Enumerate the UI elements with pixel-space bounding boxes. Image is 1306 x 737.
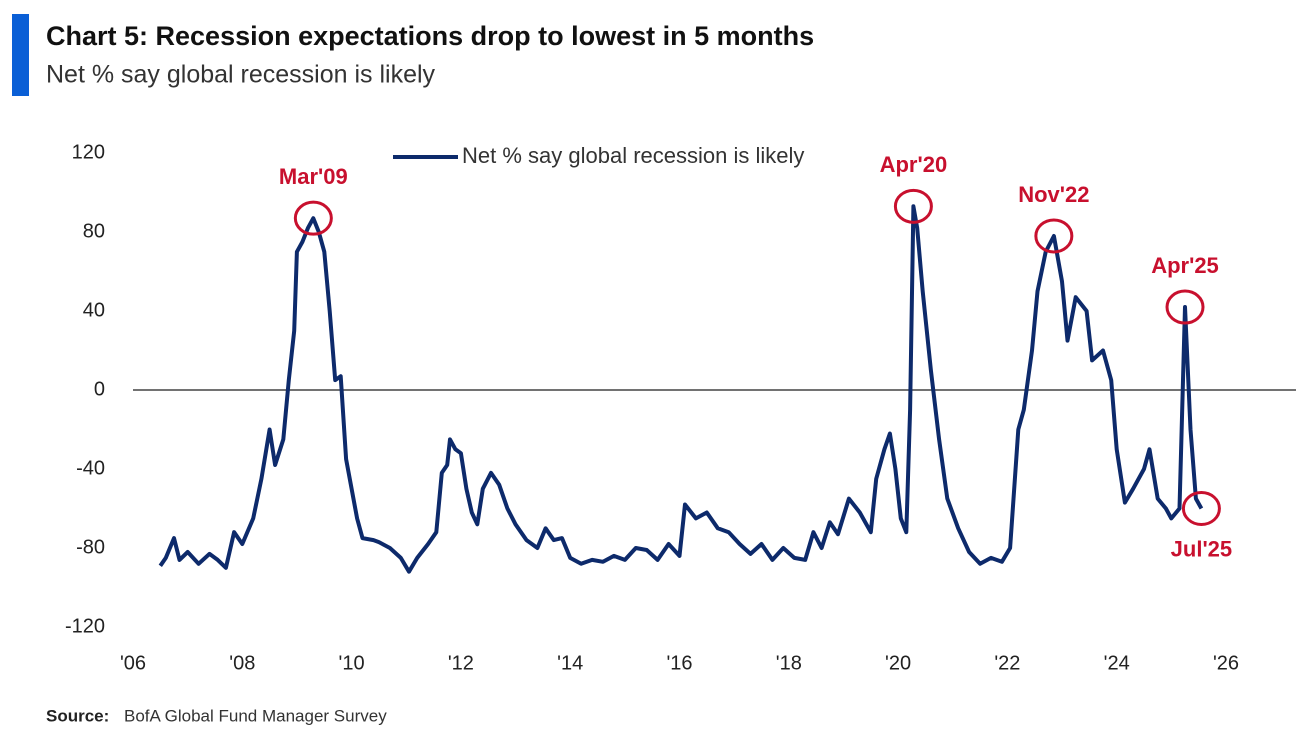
x-tick-label: '16 <box>666 652 692 674</box>
x-tick-label: '10 <box>339 652 365 674</box>
annotation-circle <box>1034 218 1074 254</box>
annotation-circle <box>1181 491 1221 526</box>
x-tick-label: '06 <box>120 652 146 674</box>
x-tick-label: '18 <box>776 652 802 674</box>
annotation-label: Nov'22 <box>1018 182 1089 207</box>
y-tick-label: 80 <box>83 220 105 242</box>
x-tick-label: '12 <box>448 652 474 674</box>
x-tick-label: '20 <box>885 652 911 674</box>
y-tick-label: 0 <box>94 378 105 400</box>
annotation-label: Jul'25 <box>1171 536 1233 561</box>
chart-subtitle: Net % say global recession is likely <box>46 61 436 89</box>
x-tick-label: '24 <box>1104 652 1130 674</box>
y-tick-label: -40 <box>76 457 105 479</box>
annotation-circle <box>1165 289 1205 325</box>
annotation-label: Apr'25 <box>1151 253 1219 278</box>
series-line <box>158 204 1204 574</box>
x-tick-label: '14 <box>557 652 583 674</box>
x-tick-label: '22 <box>994 652 1020 674</box>
y-tick-label: -80 <box>76 536 105 558</box>
x-tick-label: '26 <box>1213 652 1239 674</box>
annotation-label: Apr'20 <box>880 152 948 177</box>
annotation-circle <box>893 188 933 224</box>
y-tick-label: 120 <box>72 141 105 163</box>
chart-title: Chart 5: Recession expectations drop to … <box>46 21 814 51</box>
source-label: Source: <box>46 706 109 725</box>
y-tick-label: -120 <box>65 615 105 637</box>
annotation-circle <box>293 200 333 236</box>
source: BofA Global Fund Manager Survey <box>124 706 387 725</box>
x-tick-label: '08 <box>229 652 255 674</box>
annotation-label: Mar'09 <box>279 164 348 189</box>
y-tick-label: 40 <box>83 299 105 321</box>
legend-label: Net % say global recession is likely <box>462 143 804 168</box>
title-bar <box>12 14 29 96</box>
